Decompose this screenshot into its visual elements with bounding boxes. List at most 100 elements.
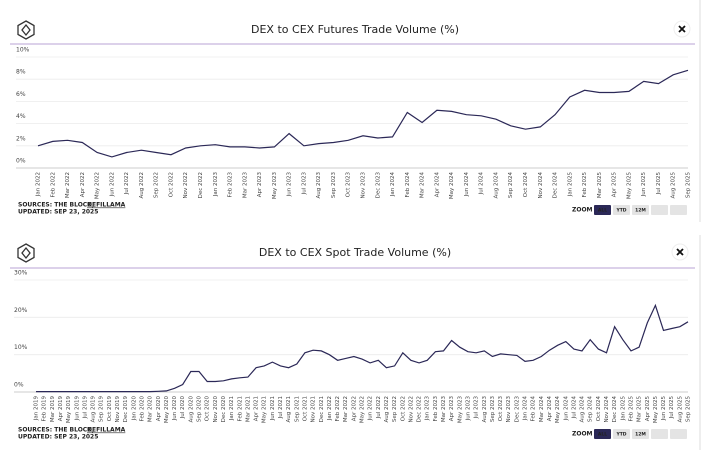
zoom-button[interactable] (594, 205, 611, 215)
x-tick-label: Nov 2023 (506, 396, 512, 423)
zoom-button[interactable] (670, 205, 687, 215)
x-tick-label: May 2022 (360, 396, 366, 423)
x-tick-label: Dec 2019 (123, 396, 129, 423)
zoom-button[interactable] (632, 205, 649, 215)
x-tick-label: Jul 2025 (656, 172, 662, 196)
x-tick-label: Jun 2025 (641, 172, 647, 198)
x-tick-label: Aug 2023 (482, 396, 488, 423)
zoom-button[interactable] (670, 429, 687, 439)
close-button[interactable] (671, 243, 689, 261)
x-tick-label: Apr 2025 (612, 172, 618, 198)
x-tick-label: Apr 2022 (351, 396, 357, 421)
zoom-button-label[interactable]: YTD (615, 432, 626, 438)
x-tick-label: Dec 2024 (553, 172, 559, 199)
x-tick-label: Dec 2021 (319, 396, 325, 422)
x-tick-label: Apr 2021 (254, 396, 260, 421)
y-tick-label: 20% (14, 307, 28, 314)
x-tick-label: Jul 2020 (180, 396, 186, 420)
x-tick-label: Jun 2019 (74, 396, 80, 422)
x-tick-label: Sep 2022 (154, 172, 160, 198)
x-tick-label: Jan 2025 (620, 396, 626, 422)
x-tick-label: Jan 2019 (34, 396, 40, 422)
x-tick-label: May 2023 (272, 172, 278, 200)
zoom-button-label[interactable]: ALL (598, 432, 607, 438)
x-tick-label: Oct 2023 (346, 172, 352, 198)
x-tick-label: Jun 2020 (172, 396, 178, 422)
x-tick-label: Jan 2024 (523, 396, 529, 422)
x-tick-label: Jun 2021 (270, 396, 276, 421)
x-tick-label: Aug 2025 (677, 396, 683, 423)
x-tick-label: Apr 2023 (257, 172, 263, 198)
x-tick-label: Feb 2023 (228, 172, 234, 198)
x-tick-label: Mar 2022 (65, 172, 71, 198)
zoom-button[interactable] (613, 205, 630, 215)
x-tick-label: Jul 2022 (124, 172, 130, 195)
x-tick-label: Dec 2020 (221, 396, 227, 423)
x-tick-label: Feb 2022 (335, 396, 341, 421)
sources: SOURCES: THE BLOCK, (18, 202, 94, 209)
x-tick-label: Dec 2023 (375, 172, 381, 199)
x-tick-label: Jan 2022 (327, 396, 333, 421)
x-tick-label: Mar 2021 (245, 396, 251, 422)
x-tick-label: May 2022 (95, 172, 101, 199)
x-tick-label: Nov 2024 (538, 172, 544, 199)
x-tick-label: Mar 2019 (50, 396, 56, 423)
zoom-button-label[interactable]: 12M (635, 432, 646, 438)
x-tick-label: Jul 2025 (669, 396, 675, 420)
y-tick-label: 0% (14, 382, 24, 389)
x-tick-label: Aug 2019 (91, 396, 97, 423)
x-tick-label: Jan 2025 (567, 172, 573, 198)
sources-link[interactable]: DEFILLAMA (87, 202, 126, 209)
x-tick-label: Aug 2024 (493, 172, 499, 199)
x-tick-label: Feb 2024 (405, 172, 411, 198)
x-tick-label: Sep 2022 (392, 396, 398, 422)
zoom-button-label[interactable]: ALL (598, 208, 607, 214)
x-tick-label: Sep 2021 (294, 396, 300, 422)
zoom-button[interactable] (651, 429, 668, 439)
x-tick-label: Aug 2023 (316, 172, 322, 199)
line (37, 69, 689, 158)
x-tick-label: Oct 2024 (523, 172, 529, 198)
x-tick-label: Sep 2025 (686, 172, 692, 199)
x-tick-label: May 2025 (653, 396, 659, 424)
x-tick-label: Mar 2025 (597, 172, 603, 199)
x-tick-label: Nov 2020 (213, 396, 219, 423)
close-button[interactable] (673, 20, 691, 38)
x-tick-label: Oct 2022 (400, 396, 406, 421)
x-tick-label: Jul 2022 (376, 396, 382, 419)
x-tick-label: Nov 2019 (115, 396, 121, 423)
sources-link[interactable]: DEFILLAMA (87, 427, 126, 434)
x-tick-label: Aug 2022 (139, 172, 145, 199)
zoom-label: ZOOM (572, 431, 593, 438)
x-tick-label: Oct 2020 (205, 396, 211, 422)
zoom-button-label[interactable]: 12M (635, 208, 646, 214)
zoom-button[interactable] (594, 429, 611, 439)
zoom-button[interactable] (632, 429, 649, 439)
x-tick-label: Feb 2023 (433, 396, 439, 422)
zoom-button[interactable] (613, 429, 630, 439)
x-tick-label: Jun 2023 (287, 172, 293, 198)
zoom-button-label[interactable]: YTD (615, 208, 626, 214)
y-tick-label: 30% (14, 270, 28, 277)
x-tick-label: May 2025 (626, 172, 632, 200)
zoom-label: ZOOM (572, 207, 593, 214)
x-tick-label: Mar 2022 (343, 396, 349, 422)
updated: UPDATED: SEP 23, 2025 (18, 209, 98, 216)
y-tick-label: 6% (16, 91, 26, 98)
x-tick-label: Aug 2021 (286, 396, 292, 423)
x-tick-label: Aug 2025 (671, 172, 677, 199)
x-tick-label: Aug 2024 (580, 396, 586, 423)
x-tick-label: Jan 2022 (36, 172, 42, 197)
x-tick-label: May 2024 (449, 172, 455, 200)
x-tick-label: Jan 2023 (213, 172, 219, 198)
x-tick-label: Feb 2021 (237, 396, 243, 421)
x-tick-label: Apr 2020 (156, 396, 162, 422)
zoom-button[interactable] (651, 205, 668, 215)
x-tick-label: Mar 2020 (148, 396, 154, 423)
x-tick-label: May 2024 (555, 396, 561, 424)
y-tick-label: 4% (16, 113, 26, 120)
x-tick-label: May 2020 (164, 396, 170, 424)
x-tick-label: Aug 2022 (384, 396, 390, 423)
x-tick-label: Aug 2020 (188, 396, 194, 423)
